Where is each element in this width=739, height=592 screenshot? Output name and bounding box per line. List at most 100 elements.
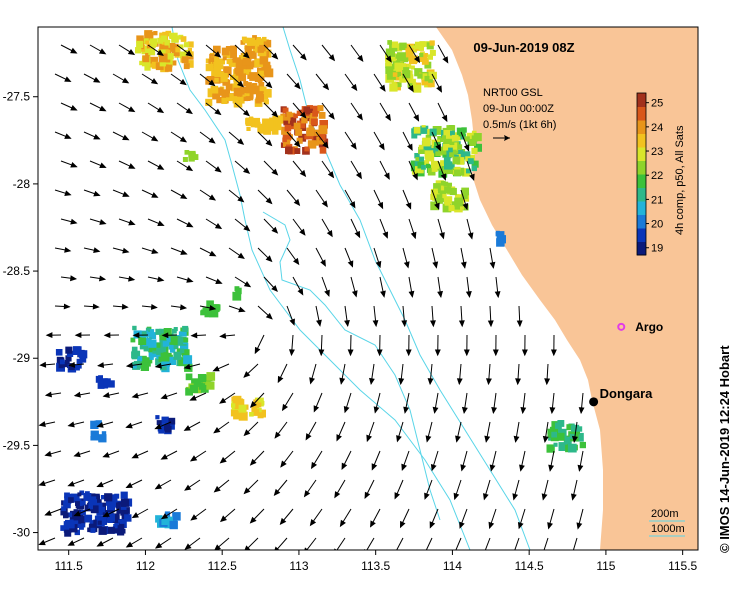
current-arrowhead bbox=[243, 167, 251, 175]
sst-pixel bbox=[210, 85, 219, 94]
sst-pixel bbox=[418, 146, 426, 154]
x-tick-label: 113.5 bbox=[361, 559, 390, 573]
sst-pixel bbox=[414, 68, 423, 77]
sst-pixel bbox=[304, 146, 310, 152]
sst-pixel bbox=[443, 181, 449, 187]
current-arrowhead bbox=[265, 197, 273, 205]
sst-pixel bbox=[259, 89, 264, 94]
current-arrowhead bbox=[519, 464, 525, 472]
sst-pixel bbox=[417, 161, 425, 169]
current-arrow bbox=[336, 537, 346, 550]
current-arrowhead bbox=[185, 107, 193, 115]
sst-pixel bbox=[60, 525, 66, 531]
sst-pixel bbox=[173, 327, 178, 332]
current-arrowhead bbox=[214, 222, 223, 230]
y-tick-label: -27.5 bbox=[3, 90, 31, 104]
sst-pixel bbox=[219, 58, 225, 65]
current-arrowhead bbox=[347, 260, 354, 268]
sst-pixel bbox=[259, 86, 265, 92]
sst-pixel bbox=[233, 395, 242, 405]
sst-pixel bbox=[563, 436, 572, 445]
sst-pixel bbox=[204, 311, 211, 318]
current-arrowhead bbox=[512, 551, 516, 557]
current-arrowhead bbox=[316, 319, 322, 327]
sst-pixel bbox=[61, 506, 66, 512]
current-arrowhead bbox=[483, 493, 489, 501]
sst-pixel bbox=[132, 325, 137, 331]
argo-dot bbox=[617, 322, 626, 331]
colorbar: 25 24 23 22 21 20 19 bbox=[636, 92, 663, 256]
sst-pixel bbox=[283, 120, 289, 126]
sst-pixel bbox=[144, 30, 153, 39]
current-arrowhead bbox=[151, 248, 159, 254]
sst-pixel bbox=[442, 193, 447, 199]
current-arrowhead bbox=[219, 456, 227, 464]
sst-pixel bbox=[233, 74, 241, 82]
sst-pixel bbox=[420, 127, 428, 134]
current-arrowhead bbox=[453, 551, 457, 557]
sst-pixel bbox=[223, 66, 232, 75]
sst-pixel bbox=[271, 128, 279, 135]
sst-pixel bbox=[156, 420, 162, 425]
current-arrowhead bbox=[67, 540, 75, 546]
current-arrowhead bbox=[405, 202, 412, 210]
current-arrowhead bbox=[405, 349, 412, 357]
sst-pixel bbox=[425, 163, 431, 169]
sst-pixel bbox=[191, 379, 199, 388]
current-arrowhead bbox=[265, 139, 273, 147]
sst-pixel bbox=[79, 356, 87, 363]
current-arrowhead bbox=[351, 290, 358, 298]
sst-pixel bbox=[175, 47, 181, 53]
sst-pixel bbox=[419, 156, 425, 162]
current-arrowhead bbox=[274, 546, 280, 550]
sst-pixel bbox=[434, 198, 440, 203]
current-arrowhead bbox=[208, 194, 217, 201]
sst-pixel bbox=[216, 98, 222, 104]
current-arrowhead bbox=[237, 195, 245, 203]
current-arrowhead bbox=[237, 252, 245, 259]
sst-pixel bbox=[247, 82, 252, 87]
y-tick-label: -30 bbox=[13, 526, 31, 540]
sst-pixel bbox=[173, 351, 182, 360]
sst-pixel bbox=[301, 117, 308, 124]
current-arrowhead bbox=[432, 261, 439, 269]
current-arrowhead bbox=[347, 349, 354, 357]
current-arrowhead bbox=[313, 405, 320, 413]
contour-200m bbox=[171, 27, 471, 550]
depth-legend: 200m 1000m bbox=[649, 508, 685, 537]
sst-pixel bbox=[406, 64, 412, 69]
current-arrowhead bbox=[489, 464, 496, 472]
sst-pixel bbox=[426, 42, 434, 50]
sst-pixel bbox=[442, 167, 450, 175]
current-arrowhead bbox=[380, 290, 386, 298]
current-arrowhead bbox=[435, 143, 441, 152]
current-arrowhead bbox=[465, 290, 472, 299]
sst-pixel bbox=[296, 110, 303, 116]
current-arrowhead bbox=[363, 548, 366, 550]
sst-pixel bbox=[319, 133, 326, 141]
current-arrowhead bbox=[379, 84, 386, 92]
sst-pixel bbox=[249, 412, 254, 417]
sst-pixel bbox=[567, 443, 577, 453]
current-arrowhead bbox=[339, 519, 346, 528]
sst-pixel bbox=[496, 231, 505, 239]
current-arrowhead bbox=[322, 141, 329, 149]
current-arrowhead bbox=[370, 520, 376, 528]
sst-pixel bbox=[427, 167, 436, 176]
sst-pixel bbox=[409, 56, 417, 65]
sst-pixel bbox=[424, 61, 432, 69]
colorbar-segment bbox=[637, 133, 646, 148]
sst-pixel bbox=[70, 493, 80, 503]
current-arrowhead bbox=[131, 512, 139, 519]
current-arrowhead bbox=[38, 421, 46, 428]
sst-pixel bbox=[84, 514, 93, 523]
sst-pixel bbox=[392, 72, 398, 77]
current-arrowhead bbox=[550, 349, 557, 357]
sst-pixel bbox=[218, 73, 228, 82]
current-arrowhead bbox=[64, 246, 72, 253]
colorbar-tick-label: 20 bbox=[651, 219, 663, 231]
current-arrowhead bbox=[406, 143, 413, 151]
current-arrowhead bbox=[571, 552, 575, 558]
sst-pixel bbox=[431, 166, 438, 172]
current-arrowhead bbox=[341, 462, 348, 471]
